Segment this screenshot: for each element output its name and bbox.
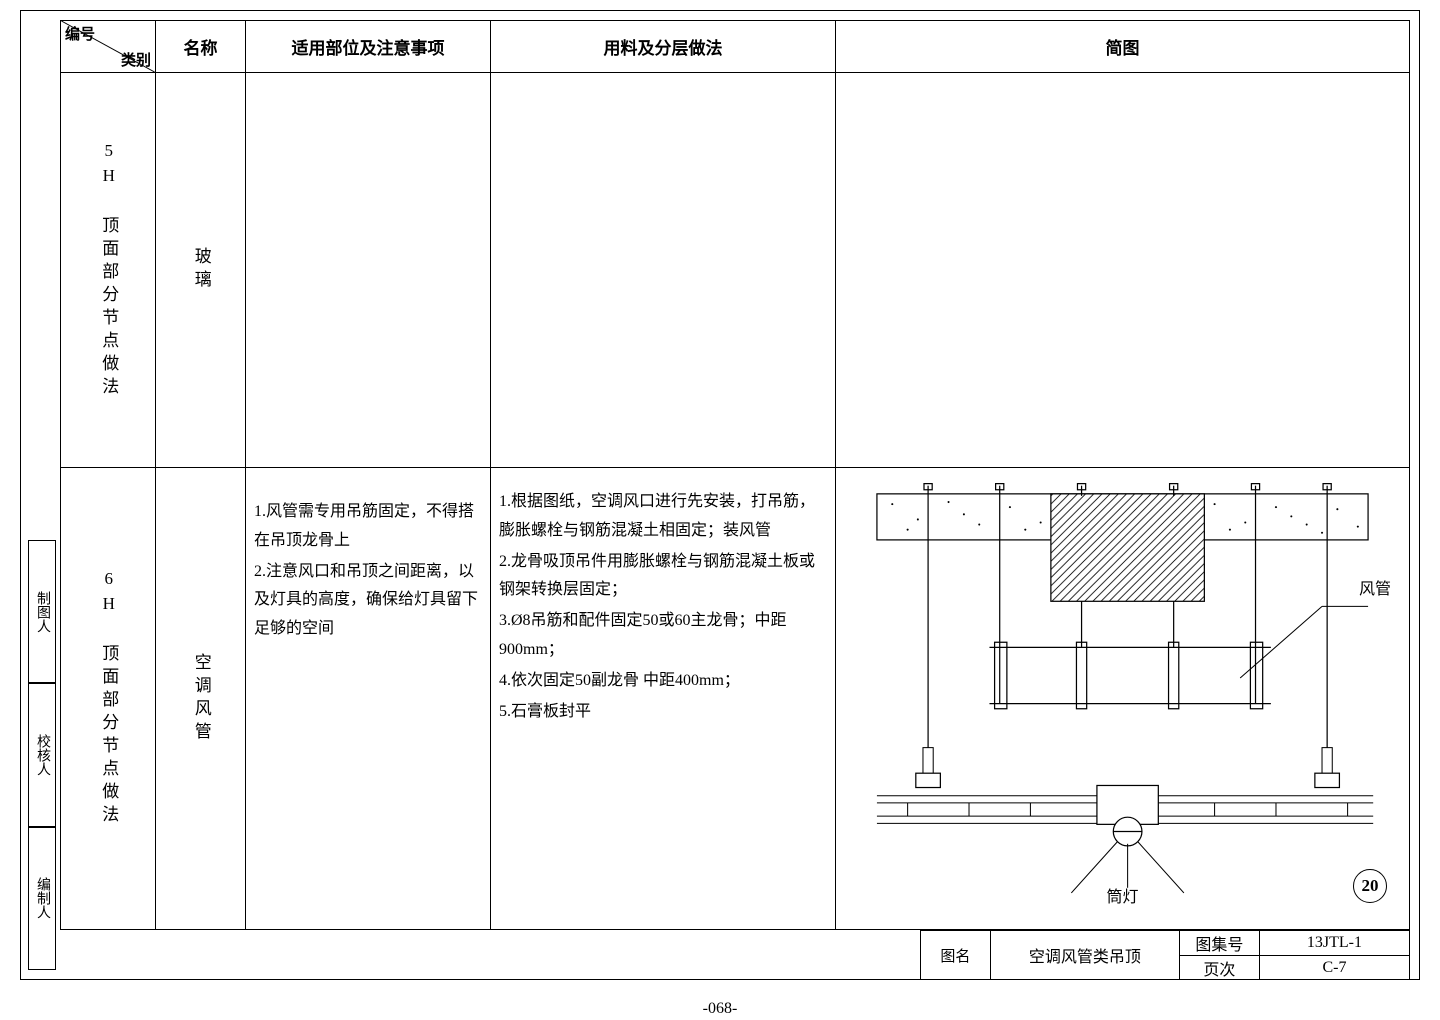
header-id-label: 编号 (65, 23, 95, 44)
material-note-2: 2.龙骨吸顶吊件用膨胀螺栓与钢筋混凝土板或钢架转换层固定； (499, 548, 827, 606)
cell-id-6h: 6H 顶面部分节点做法 (61, 468, 156, 929)
title-block: 图名 空调风管类吊顶 图集号 13JTL-1 页次 C-7 (920, 930, 1410, 980)
cell-name-5h: 玻璃 (156, 73, 246, 467)
cell-diagram-6h: 风管 筒灯 20 (836, 468, 1409, 929)
title-atlas-label: 图集号 (1180, 931, 1260, 955)
table-row: 5H 顶面部分节点做法 玻璃 (61, 73, 1409, 468)
cell-material-5h (491, 73, 836, 467)
material-note-1: 1.根据图纸，空调风口进行先安装，打吊筋，膨胀螺栓与钢筋混凝土相固定；装风管 (499, 488, 827, 546)
header-applicable: 适用部位及注意事项 (246, 21, 491, 72)
material-note-3: 3.Ø8吊筋和配件固定50或60主龙骨；中距900mm； (499, 607, 827, 665)
header-category-label: 类别 (121, 49, 151, 70)
side-label-compiler: 编制人 (28, 827, 56, 970)
title-drawing-name-label: 图名 (921, 931, 991, 979)
header-material: 用料及分层做法 (491, 21, 836, 72)
cell-applicable-5h (246, 73, 491, 467)
title-page-label: 页次 (1180, 956, 1260, 980)
side-label-checker: 校核人 (28, 683, 56, 826)
table-row: 6H 顶面部分节点做法 空调风管 1.风管需专用吊筋固定，不得搭在吊顶龙骨上 2… (61, 468, 1409, 929)
title-atlas-value: 13JTL-1 (1260, 931, 1409, 955)
cell-diagram-5h (836, 73, 1409, 467)
material-note-5: 5.石膏板封平 (499, 698, 827, 727)
header-diagram: 简图 (836, 21, 1409, 72)
cell-material-6h: 1.根据图纸，空调风口进行先安装，打吊筋，膨胀螺栓与钢筋混凝土相固定；装风管 2… (491, 468, 836, 929)
cell-applicable-6h: 1.风管需专用吊筋固定，不得搭在吊顶龙骨上 2.注意风口和吊顶之间距离，以及灯具… (246, 468, 491, 929)
side-label-drafter: 制图人 (28, 540, 56, 683)
table-body: 5H 顶面部分节点做法 玻璃 6H 顶面部分节点做法 空调风管 1.风管需专用吊… (61, 73, 1409, 929)
applicable-note-1: 1.风管需专用吊筋固定，不得搭在吊顶龙骨上 (254, 498, 482, 556)
label-downlight: 筒灯 (1106, 884, 1138, 913)
side-label-bar: 制图人 校核人 编制人 (28, 540, 56, 970)
detail-number-circle: 20 (1353, 869, 1387, 903)
table-header-row: 编号 类别 名称 适用部位及注意事项 用料及分层做法 简图 (61, 21, 1409, 73)
duct-diagram: 风管 筒灯 20 (836, 468, 1409, 929)
cell-id-5h: 5H 顶面部分节点做法 (61, 73, 156, 467)
detail-number: 20 (1362, 871, 1379, 902)
label-duct: 风管 (1359, 576, 1391, 605)
title-page-value: C-7 (1260, 956, 1409, 980)
main-table: 编号 类别 名称 适用部位及注意事项 用料及分层做法 简图 5H 顶面部分节点做… (60, 20, 1410, 930)
page-number: -068- (0, 1000, 1440, 1018)
duct-section-svg (836, 468, 1409, 929)
material-note-4: 4.依次固定50副龙骨 中距400mm； (499, 667, 827, 696)
cell-name-6h: 空调风管 (156, 468, 246, 929)
header-name: 名称 (156, 21, 246, 72)
header-id-category: 编号 类别 (61, 21, 156, 72)
applicable-note-2: 2.注意风口和吊顶之间距离，以及灯具的高度，确保给灯具留下足够的空间 (254, 558, 482, 644)
title-drawing-name: 空调风管类吊顶 (991, 931, 1180, 979)
